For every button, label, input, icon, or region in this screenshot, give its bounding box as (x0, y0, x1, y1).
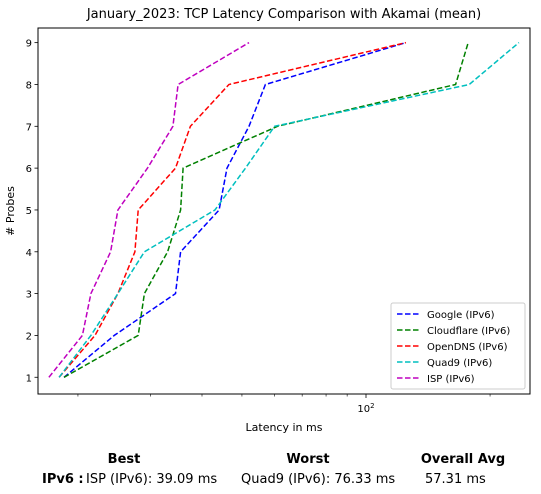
y-tick-label: 6 (26, 164, 32, 175)
worst-header: Worst (286, 452, 330, 467)
y-axis-label: # Probes (4, 186, 17, 236)
y-tick-label: 7 (26, 122, 32, 133)
latency-chart: January_2023: TCP Latency Comparison wit… (4, 7, 531, 434)
plot-frame (37, 27, 531, 395)
y-tick-label: 3 (26, 290, 32, 301)
y-tick-label: 1 (26, 373, 32, 384)
legend-entry-label: ISP (IPv6) (427, 374, 475, 385)
legend-entry-label: Google (IPv6) (427, 310, 495, 321)
legend-entry-label: OpenDNS (IPv6) (427, 342, 508, 353)
best-value: ISP (IPv6): 39.09 ms (86, 472, 218, 487)
legend-entry-label: Quad9 (IPv6) (427, 358, 492, 369)
x-tick-label: 102 (357, 402, 374, 415)
x-axis-label: Latency in ms (246, 421, 323, 434)
summary-table: Best Worst Overall Avg IPv6 : ISP (IPv6)… (0, 448, 541, 494)
best-header: Best (107, 452, 141, 467)
chart-title: January_2023: TCP Latency Comparison wit… (86, 7, 481, 22)
series-line-quad9-ipv6 (58, 42, 520, 378)
worst-value: Quad9 (IPv6): 76.33 ms (241, 472, 396, 487)
legend-entry-label: Cloudflare (IPv6) (427, 326, 510, 337)
overall-avg-header: Overall Avg (420, 452, 506, 467)
series-line-google-ipv6 (63, 41, 407, 378)
overall-avg-value: 57.31 ms (425, 472, 486, 487)
y-tick-label: 2 (26, 331, 32, 342)
series-line-isp-ipv6 (48, 41, 250, 378)
series-line-opendns-ipv6 (58, 41, 407, 378)
y-tick-label: 9 (26, 39, 32, 50)
ipv6-row-label: IPv6 : (42, 472, 84, 487)
legend-box (390, 302, 526, 390)
legend: Google (IPv6) Cloudflare (IPv6) OpenDNS (I… (390, 302, 526, 390)
y-tick-label: 4 (26, 248, 32, 259)
y-tick-label: 8 (26, 80, 32, 91)
y-tick-label: 5 (26, 206, 32, 217)
series-line-cloudflare-ipv6 (63, 42, 469, 378)
